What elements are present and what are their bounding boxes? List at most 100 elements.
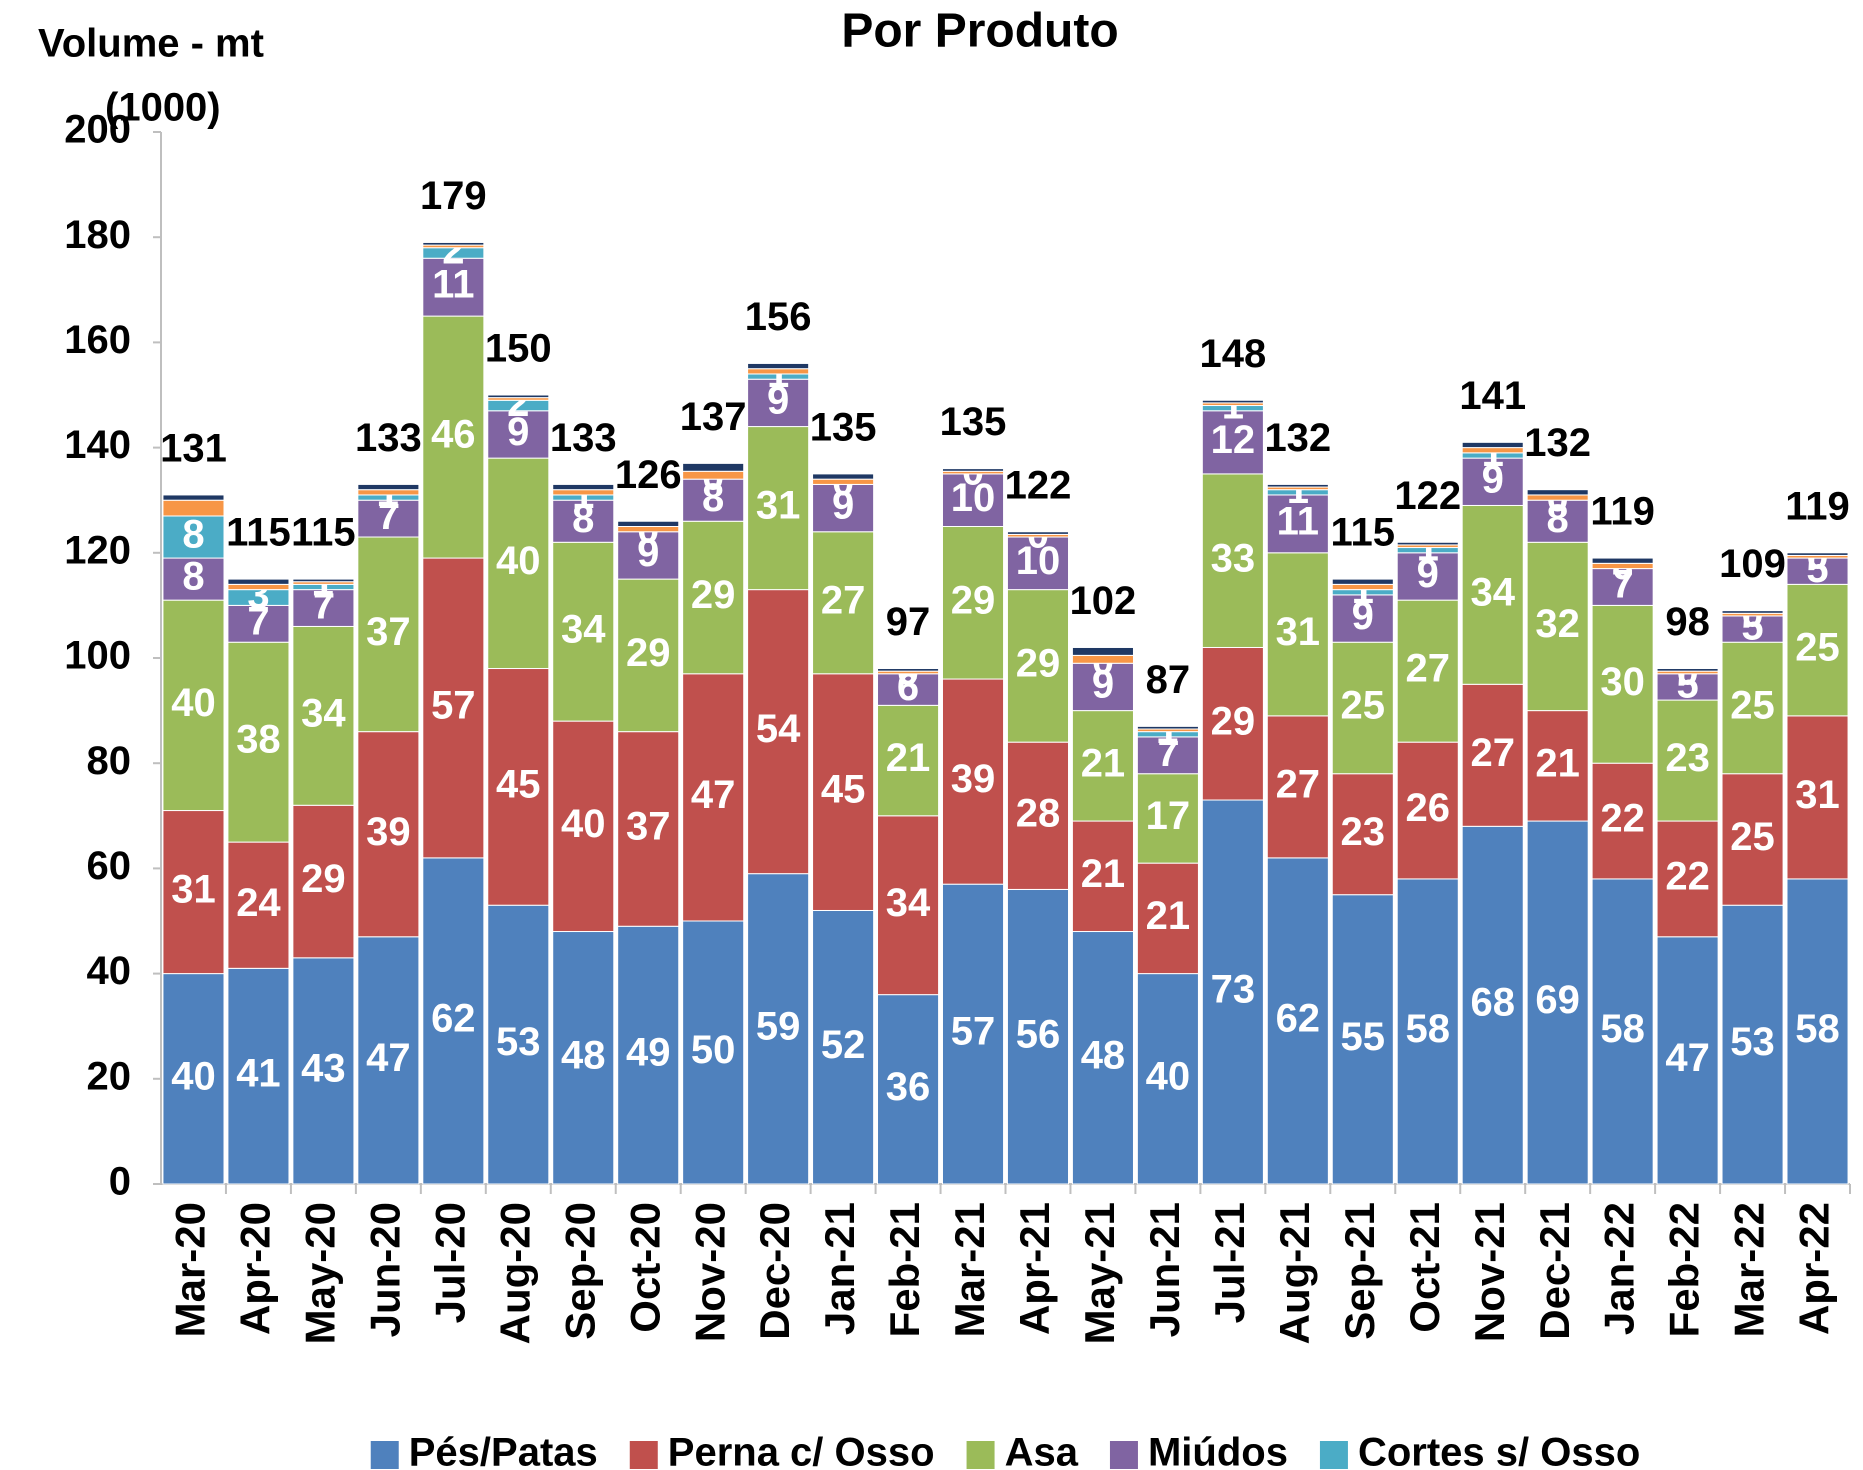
value-label: 53 [1730,1020,1775,1064]
value-label: 36 [886,1065,931,1109]
total-label: 97 [886,600,931,644]
bar-segment [617,731,680,927]
value-label: 21 [1535,741,1580,785]
bar-segment [1656,820,1719,938]
bar-segment [812,909,875,1185]
legend-label: Cortes s/ Osso [1358,1431,1640,1470]
y-axis-label: (1000) [105,86,221,130]
y-tick-label: 80 [87,739,132,783]
bar-segment [487,457,550,670]
bar-segment [357,936,420,1185]
value-label: 34 [561,607,606,651]
value-label: 29 [626,631,671,675]
value-label: 9 [637,531,659,575]
bar-segment [162,499,225,517]
bar-segment [1591,568,1654,606]
bar-segment [812,478,875,485]
bar-segment [617,520,680,527]
bar-segment [1656,673,1719,701]
value-label: 12 [1211,418,1256,462]
bar-segment [487,394,550,399]
total-label: 119 [1785,484,1850,528]
value-label: 11 [432,263,474,307]
bar-segment [357,483,420,491]
bar-segment [941,526,1005,680]
legend-label: Pés/Patas [409,1431,598,1470]
x-tick-label: Nov-21 [1466,1202,1513,1342]
value-label: 62 [431,997,476,1041]
bar-segment [162,973,225,1185]
bar-segment [357,489,420,496]
bar-segment [1331,894,1394,1185]
value-label: 31 [756,484,801,528]
value-label: 27 [1406,647,1451,691]
value-label: 29 [951,578,996,622]
value-label: 31 [1795,773,1840,817]
bar-segment [227,641,290,843]
x-tick-label: Oct-20 [621,1202,668,1333]
bar-segment [1266,857,1329,1185]
chart-title: Por Produto [841,5,1118,58]
bar-segment [877,994,940,1185]
bar-segment [1266,494,1329,554]
value-label: 31 [1276,610,1321,654]
value-label: 39 [366,810,411,854]
bar-segment [422,557,485,859]
value-label: 8 [182,513,204,557]
total-label: 115 [226,511,291,555]
bar-segment [162,515,225,559]
bar-segment [617,531,680,580]
x-tick-label: Aug-20 [491,1202,538,1344]
value-label: 7 [1157,731,1179,775]
bar-segment [1526,710,1589,822]
total-label: 133 [550,416,617,460]
total-label: 126 [615,453,682,497]
bar-segment [682,520,745,675]
bar-segment [1071,820,1134,933]
value-label: 59 [756,1004,801,1048]
total-label: 150 [485,327,552,371]
bar-segment [1201,399,1264,404]
value-label: 25 [1341,684,1386,728]
bar-segment [1006,531,1070,535]
value-label: 48 [561,1033,606,1077]
bar-segment [1656,936,1719,1185]
x-tick-label: Apr-22 [1791,1202,1838,1335]
value-label: 11 [1277,499,1319,543]
bar-segment [1786,715,1849,880]
bar-segment [682,462,745,472]
bar-segment [487,410,550,459]
y-tick-label: 40 [87,949,132,993]
total-label: 109 [1719,542,1786,586]
value-label: 73 [1211,968,1256,1012]
value-label: 9 [1352,594,1374,638]
bar-segment [1526,494,1589,501]
value-label: 40 [561,802,606,846]
bar-segment [1201,473,1264,648]
y-tick-label: 100 [64,634,131,678]
value-label: 58 [1406,1007,1451,1051]
total-label: 102 [1070,579,1137,623]
value-label: 49 [626,1031,671,1075]
bar-segment [1526,499,1589,543]
value-label: 40 [1146,1054,1191,1098]
bar-segment [682,673,745,922]
bar-segment [1331,773,1394,896]
value-label: 56 [1016,1012,1061,1056]
value-label: 47 [366,1036,411,1080]
bar-segment [1136,773,1199,864]
legend-swatch [1109,1441,1138,1469]
bar-segment [162,557,225,601]
value-label: 21 [1081,741,1126,785]
x-tick-label: Feb-21 [881,1202,928,1337]
legend-label: Perna c/ Osso [668,1431,935,1470]
bar-segment [1331,594,1394,643]
value-label: 62 [1276,997,1321,1041]
bar-segment [1396,552,1459,601]
bar-segment [552,720,615,933]
bar-segment [747,378,810,428]
total-label: 133 [355,416,422,460]
bar-segment [1006,589,1070,743]
bar-segment [1526,541,1589,712]
bar-segment [227,841,290,969]
